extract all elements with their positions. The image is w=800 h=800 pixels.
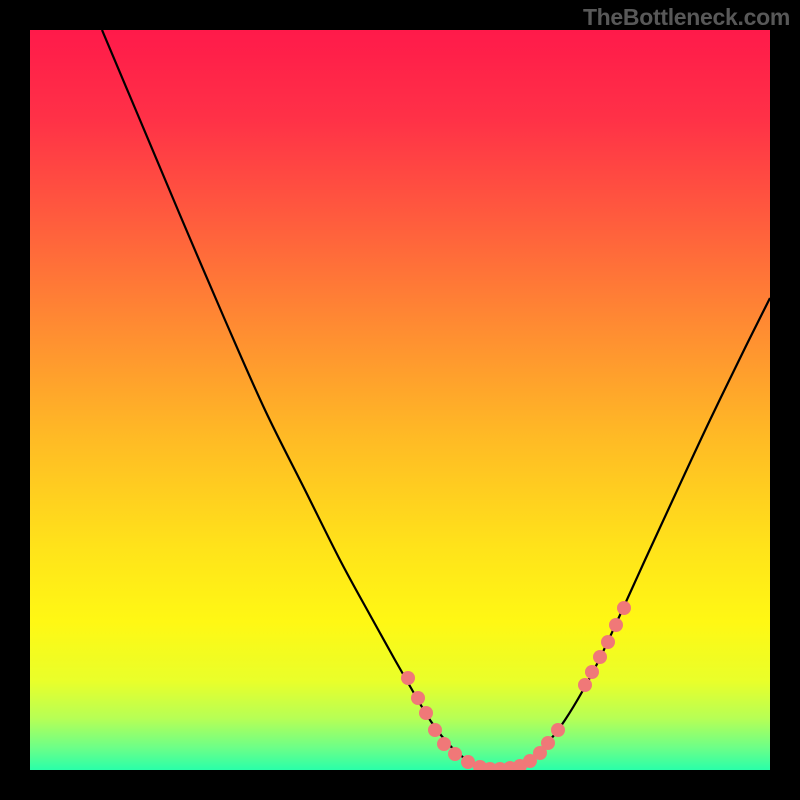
- gradient-background: [30, 30, 770, 770]
- marker-dot: [541, 736, 555, 750]
- marker-dot: [411, 691, 425, 705]
- marker-dot: [437, 737, 451, 751]
- chart-svg: [30, 30, 770, 770]
- marker-dot: [617, 601, 631, 615]
- chart-frame: TheBottleneck.com: [0, 0, 800, 800]
- marker-dot: [609, 618, 623, 632]
- marker-dot: [428, 723, 442, 737]
- plot-area: [30, 30, 770, 770]
- watermark-text: TheBottleneck.com: [583, 4, 790, 31]
- marker-dot: [601, 635, 615, 649]
- marker-dot: [461, 755, 475, 769]
- marker-dot: [419, 706, 433, 720]
- marker-dot: [551, 723, 565, 737]
- marker-dot: [593, 650, 607, 664]
- marker-dot: [401, 671, 415, 685]
- marker-dot: [585, 665, 599, 679]
- marker-dot: [448, 747, 462, 761]
- marker-dot: [578, 678, 592, 692]
